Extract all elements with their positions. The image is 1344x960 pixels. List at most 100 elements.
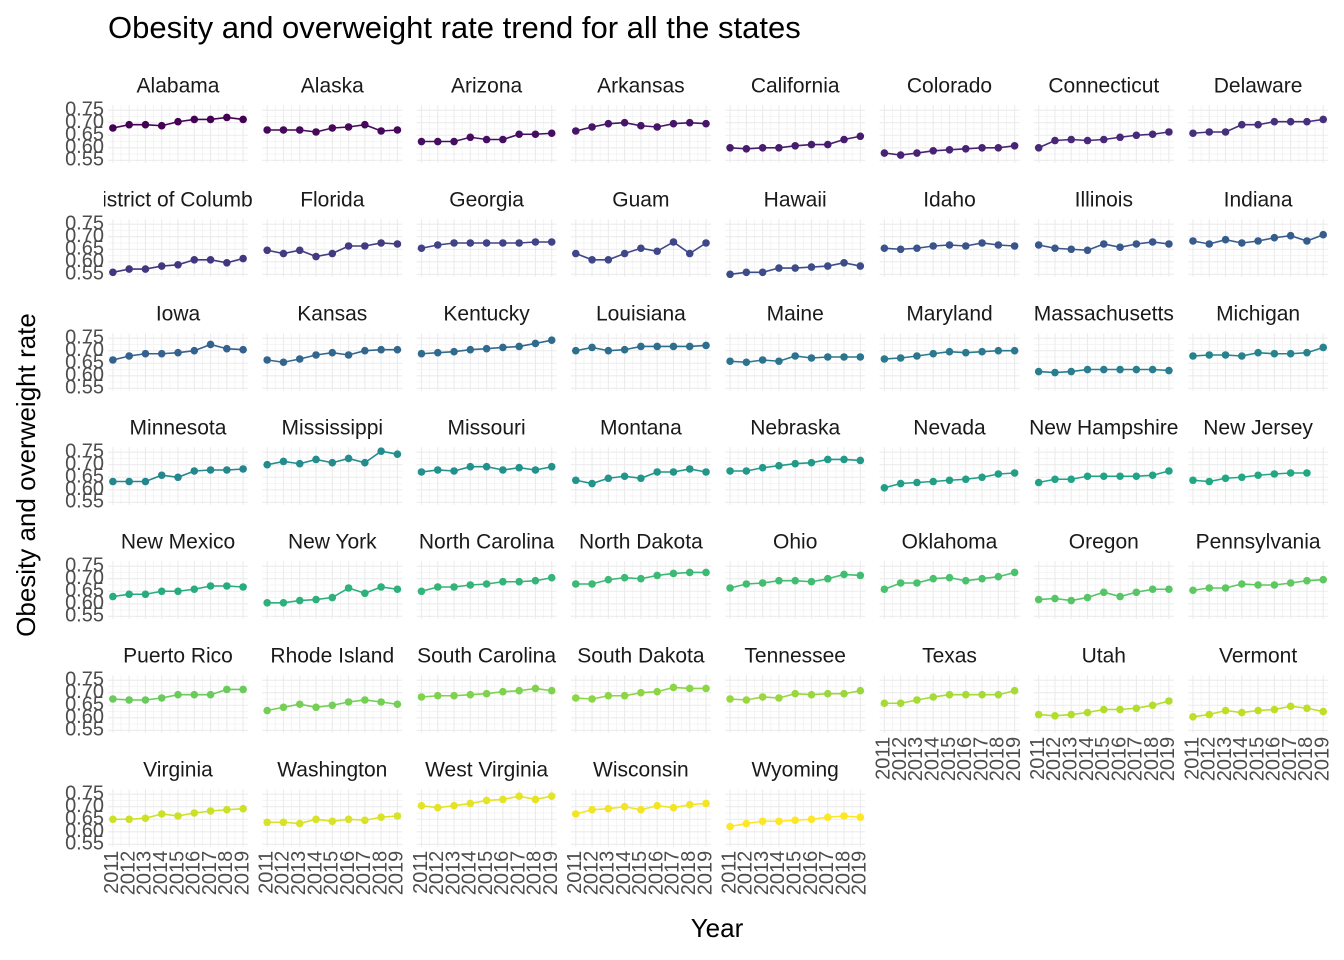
data-point (961, 348, 970, 357)
data-point (1132, 472, 1141, 481)
facet-label: Guam (612, 189, 669, 212)
facet-label: Minnesota (130, 417, 227, 440)
facet-label: Virginia (143, 759, 213, 782)
x-tick-label: 2011 (718, 851, 740, 894)
data-point (417, 468, 426, 476)
data-point (702, 568, 710, 577)
data-point (125, 696, 133, 704)
data-point (856, 686, 865, 695)
data-point (1270, 705, 1279, 714)
data-point (344, 815, 353, 824)
data-point (1034, 478, 1043, 487)
data-point (637, 342, 645, 351)
data-point (571, 346, 580, 355)
data-point (239, 115, 247, 124)
facet-label: North Dakota (579, 531, 703, 554)
data-point (571, 580, 580, 588)
data-point (1189, 237, 1197, 245)
data-point (109, 695, 117, 703)
data-point (685, 568, 694, 577)
data-point (840, 570, 848, 579)
facet-label: Idaho (923, 189, 976, 212)
data-point (174, 690, 182, 699)
facet-label: Kentucky (443, 303, 530, 326)
facet-panel: California (725, 75, 866, 163)
data-point (361, 242, 369, 250)
x-tick-label: 2015 (475, 851, 497, 896)
data-point (157, 694, 166, 702)
facet-label: Mississippi (282, 417, 384, 440)
data-point (1165, 240, 1173, 248)
x-tick-label: 2015 (629, 851, 651, 896)
data-point (685, 249, 694, 258)
y-tick-label: 0.65 (65, 808, 104, 830)
data-point (669, 683, 678, 692)
x-tick-label: 2016 (800, 851, 822, 896)
data-point (685, 465, 694, 473)
data-point (896, 479, 905, 488)
data-point (726, 357, 734, 366)
data-point (1286, 579, 1295, 587)
y-tick-label: 0.75 (65, 212, 104, 234)
data-point (515, 130, 523, 139)
data-point (961, 242, 970, 250)
y-tick-label: 0.55 (65, 605, 104, 627)
y-tick-label: 0.75 (65, 554, 104, 576)
facet-label: Missouri (448, 417, 526, 440)
facet-label: Tennessee (744, 645, 846, 668)
data-point (588, 695, 596, 703)
data-point (726, 822, 734, 831)
facet-label: Maine (767, 303, 824, 326)
data-point (1148, 365, 1157, 374)
x-tick-label: 2016 (491, 851, 513, 896)
data-point (571, 127, 580, 135)
data-point (344, 698, 353, 706)
x-tick-label: 2012 (1043, 737, 1065, 782)
data-point (840, 258, 848, 267)
y-tick-label: 0.70 (65, 567, 104, 589)
y-tick-label: 0.60 (65, 592, 104, 614)
data-point (742, 144, 751, 153)
data-point (109, 356, 117, 364)
data-point (929, 477, 938, 486)
x-tick-label: 2013 (134, 851, 156, 896)
data-point (775, 694, 783, 702)
data-point (1132, 365, 1141, 374)
y-tick-label: 0.70 (65, 681, 104, 703)
data-point (929, 242, 938, 250)
data-point (685, 342, 694, 351)
data-point (1286, 702, 1295, 711)
data-point (450, 691, 458, 700)
data-point (1270, 117, 1279, 126)
data-point (190, 690, 199, 699)
data-point (994, 470, 1003, 478)
y-tick-label: 0.60 (65, 136, 104, 158)
data-point (499, 795, 507, 804)
facet-label: New Jersey (1203, 417, 1313, 440)
data-point (604, 804, 613, 813)
data-point (417, 349, 426, 358)
data-point (433, 583, 442, 591)
data-point (929, 693, 938, 701)
data-point (1270, 470, 1279, 478)
facet-label: Colorado (907, 75, 992, 98)
data-point (807, 263, 816, 271)
data-point (361, 346, 369, 355)
facet-label: New York (288, 531, 377, 554)
data-point (328, 249, 337, 258)
facet-label: Delaware (1214, 75, 1303, 98)
data-point (961, 475, 970, 484)
data-point (547, 792, 556, 801)
data-point (823, 455, 832, 464)
data-point (174, 260, 182, 269)
x-tick-label: 2018 (1295, 737, 1317, 782)
data-point (823, 574, 832, 583)
data-point (913, 352, 921, 360)
data-point (328, 817, 337, 826)
data-point (393, 700, 402, 709)
data-point (653, 468, 661, 476)
data-point (994, 241, 1003, 249)
data-point (742, 580, 751, 588)
data-point (141, 120, 150, 129)
data-point (1010, 686, 1019, 695)
